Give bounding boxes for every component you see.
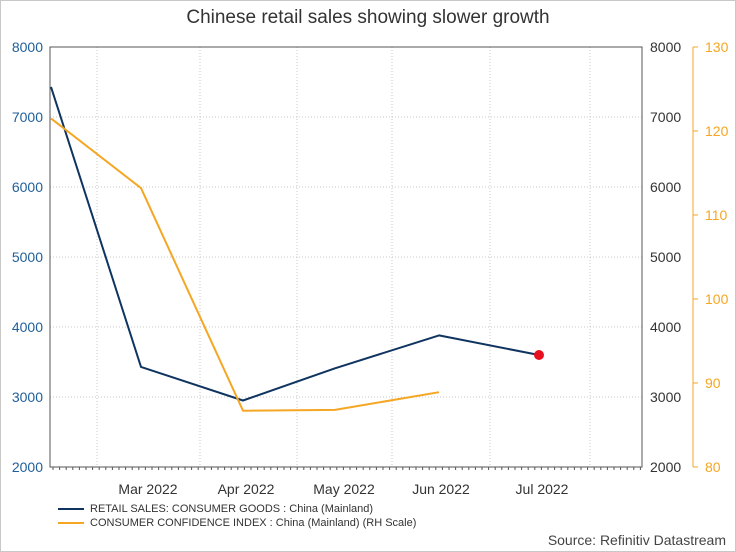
y-right-tick-label: 3000 [650,389,681,405]
x-tick-label: May 2022 [313,481,375,497]
x-tick-label: Jun 2022 [412,481,470,497]
legend-item-retail-sales: RETAIL SALES: CONSUMER GOODS : China (Ma… [58,502,416,516]
legend: RETAIL SALES: CONSUMER GOODS : China (Ma… [58,502,416,530]
y-right-secondary-tick-label: 80 [705,459,721,475]
last-value-marker [534,350,544,360]
y-right-secondary-tick-label: 110 [705,207,728,223]
y-right-secondary-tick-label: 90 [705,375,721,391]
x-tick-label: Jul 2022 [516,481,569,497]
legend-label-consumer-confidence: CONSUMER CONFIDENCE INDEX : China (Mainl… [90,517,417,529]
chart-title: Chinese retail sales showing slower grow… [186,7,550,28]
legend-swatch-consumer-confidence [58,522,84,524]
y-right-tick-label: 4000 [650,319,681,335]
y-right-secondary-tick-label: 120 [705,123,729,139]
y-right-tick-label: 5000 [650,249,681,265]
legend-label-retail-sales: RETAIL SALES: CONSUMER GOODS : China (Ma… [90,503,374,515]
y-right-secondary-tick-label: 130 [705,39,729,55]
source-note: Source: Refinitiv Datastream [547,532,726,548]
legend-swatch-retail-sales [58,508,84,510]
y-right-tick-label: 2000 [650,459,681,475]
y-left-tick-label: 6000 [12,179,43,195]
y-right-secondary-tick-label: 100 [705,291,729,307]
series-line-consumer-confidence [50,117,440,412]
y-right-tick-label: 8000 [650,39,681,55]
y-right-tick-label: 7000 [650,109,681,125]
y-left-tick-label: 2000 [12,459,43,475]
y-right-tick-label: 6000 [650,179,681,195]
y-left-tick-label: 4000 [12,319,43,335]
series-line-retail-sales [50,86,540,402]
x-tick-label: Apr 2022 [218,481,275,497]
y-left-tick-label: 5000 [12,249,43,265]
y-left-tick-label: 3000 [12,389,43,405]
x-tick-label: Mar 2022 [118,481,177,497]
plot-area [49,46,643,468]
y-left-tick-label: 8000 [12,39,43,55]
y-left-tick-label: 7000 [12,109,43,125]
legend-item-consumer-confidence: CONSUMER CONFIDENCE INDEX : China (Mainl… [58,516,416,530]
